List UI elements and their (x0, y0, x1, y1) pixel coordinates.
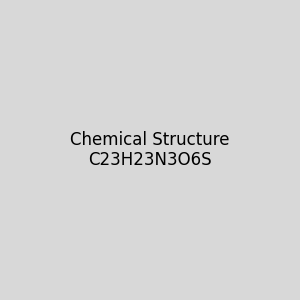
Text: Chemical Structure
C23H23N3O6S: Chemical Structure C23H23N3O6S (70, 130, 230, 170)
